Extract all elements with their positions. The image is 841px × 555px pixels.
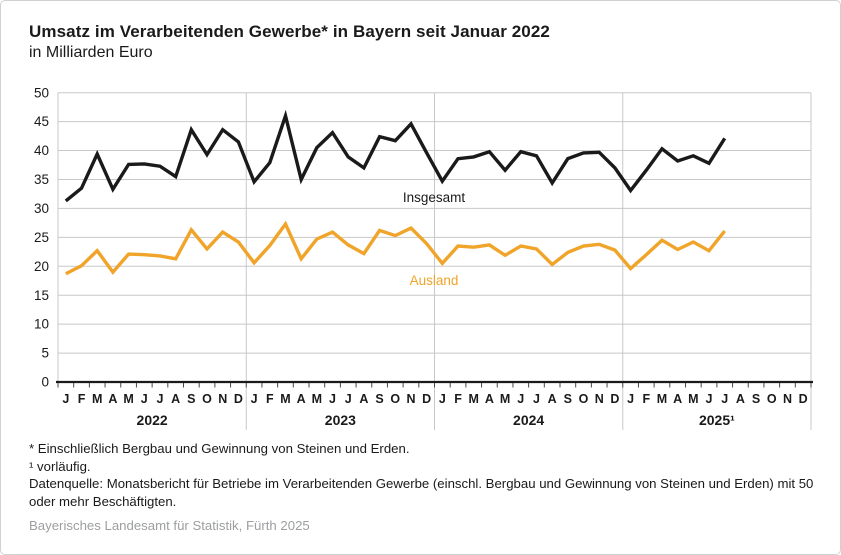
month-label: O bbox=[390, 392, 400, 406]
month-label: J bbox=[156, 392, 163, 406]
month-label: J bbox=[439, 392, 446, 406]
month-label: M bbox=[312, 392, 322, 406]
year-label: 2023 bbox=[325, 412, 356, 428]
month-label: A bbox=[673, 392, 682, 406]
x-axis-ticks bbox=[57, 383, 812, 388]
month-label: M bbox=[92, 392, 102, 406]
month-label: M bbox=[469, 392, 479, 406]
month-label: S bbox=[564, 392, 572, 406]
month-label: F bbox=[454, 392, 462, 406]
y-tick-label: 40 bbox=[34, 143, 49, 158]
y-tick-label: 0 bbox=[41, 375, 49, 390]
chart-subtitle: in Milliarden Euro bbox=[29, 44, 153, 61]
series-label-ausland: Ausland bbox=[410, 273, 459, 288]
month-label: J bbox=[721, 392, 728, 406]
month-label: N bbox=[218, 392, 227, 406]
month-label: A bbox=[171, 392, 180, 406]
month-label: J bbox=[141, 392, 148, 406]
month-label: O bbox=[767, 392, 777, 406]
year-label: 2024 bbox=[513, 412, 544, 428]
month-label: M bbox=[688, 392, 698, 406]
month-label: A bbox=[736, 392, 745, 406]
month-label: F bbox=[642, 392, 650, 406]
y-tick-label: 10 bbox=[34, 317, 49, 332]
month-label: F bbox=[266, 392, 274, 406]
month-label: J bbox=[345, 392, 352, 406]
footnote-asterisk: * Einschließlich Bergbau und Gewinnung v… bbox=[29, 441, 410, 456]
month-label: N bbox=[406, 392, 415, 406]
y-tick-label: 45 bbox=[34, 114, 49, 129]
month-label: O bbox=[202, 392, 212, 406]
month-label: D bbox=[799, 392, 808, 406]
series-line-ausland bbox=[65, 220, 727, 276]
month-label: S bbox=[752, 392, 760, 406]
footnotes-block: * Einschließlich Bergbau und Gewinnung v… bbox=[29, 440, 821, 510]
series-label-insgesamt: Insgesamt bbox=[403, 190, 466, 205]
year-labels: 2022 2023 2024 2025¹ bbox=[137, 412, 736, 428]
month-label: J bbox=[706, 392, 713, 406]
month-label: O bbox=[579, 392, 589, 406]
month-label: D bbox=[422, 392, 431, 406]
year-separators bbox=[57, 92, 812, 430]
month-label: J bbox=[533, 392, 540, 406]
month-label: J bbox=[517, 392, 524, 406]
y-tick-label: 20 bbox=[34, 259, 49, 274]
month-label: A bbox=[548, 392, 557, 406]
month-label: M bbox=[123, 392, 133, 406]
month-label: J bbox=[251, 392, 258, 406]
year-label: 2022 bbox=[137, 412, 168, 428]
y-tick-label: 5 bbox=[41, 346, 49, 361]
y-tick-label: 30 bbox=[34, 201, 49, 216]
y-tick-label: 15 bbox=[34, 288, 49, 303]
month-label: M bbox=[280, 392, 290, 406]
month-label: D bbox=[610, 392, 619, 406]
month-label: N bbox=[595, 392, 604, 406]
y-tick-label: 35 bbox=[34, 172, 49, 187]
month-label: J bbox=[329, 392, 336, 406]
month-label: A bbox=[297, 392, 306, 406]
month-label: A bbox=[485, 392, 494, 406]
footnote-preliminary: ¹ vorläufig. bbox=[29, 458, 91, 474]
month-label: D bbox=[234, 392, 243, 406]
month-label: A bbox=[359, 392, 368, 406]
source-credit: Bayerisches Landesamt für Statistik, Für… bbox=[29, 518, 310, 533]
month-label: J bbox=[627, 392, 634, 406]
y-tick-label: 50 bbox=[34, 85, 49, 100]
year-label: 2025¹ bbox=[699, 412, 735, 428]
month-label: S bbox=[187, 392, 195, 406]
month-label: J bbox=[62, 392, 69, 406]
series-line-insgesamt bbox=[64, 109, 727, 203]
chart-title: Umsatz im Verarbeitenden Gewerbe* in Bay… bbox=[29, 22, 550, 41]
y-tick-label: 25 bbox=[34, 230, 49, 245]
month-label: N bbox=[783, 392, 792, 406]
y-axis-labels: 0 5 10 15 20 25 30 35 40 45 50 bbox=[34, 85, 49, 389]
month-label: M bbox=[500, 392, 510, 406]
month-label: F bbox=[78, 392, 86, 406]
month-label: M bbox=[657, 392, 667, 406]
footnote-datasource: Datenquelle: Monatsbericht für Betriebe … bbox=[29, 476, 814, 509]
month-label: S bbox=[375, 392, 383, 406]
month-label: A bbox=[108, 392, 117, 406]
